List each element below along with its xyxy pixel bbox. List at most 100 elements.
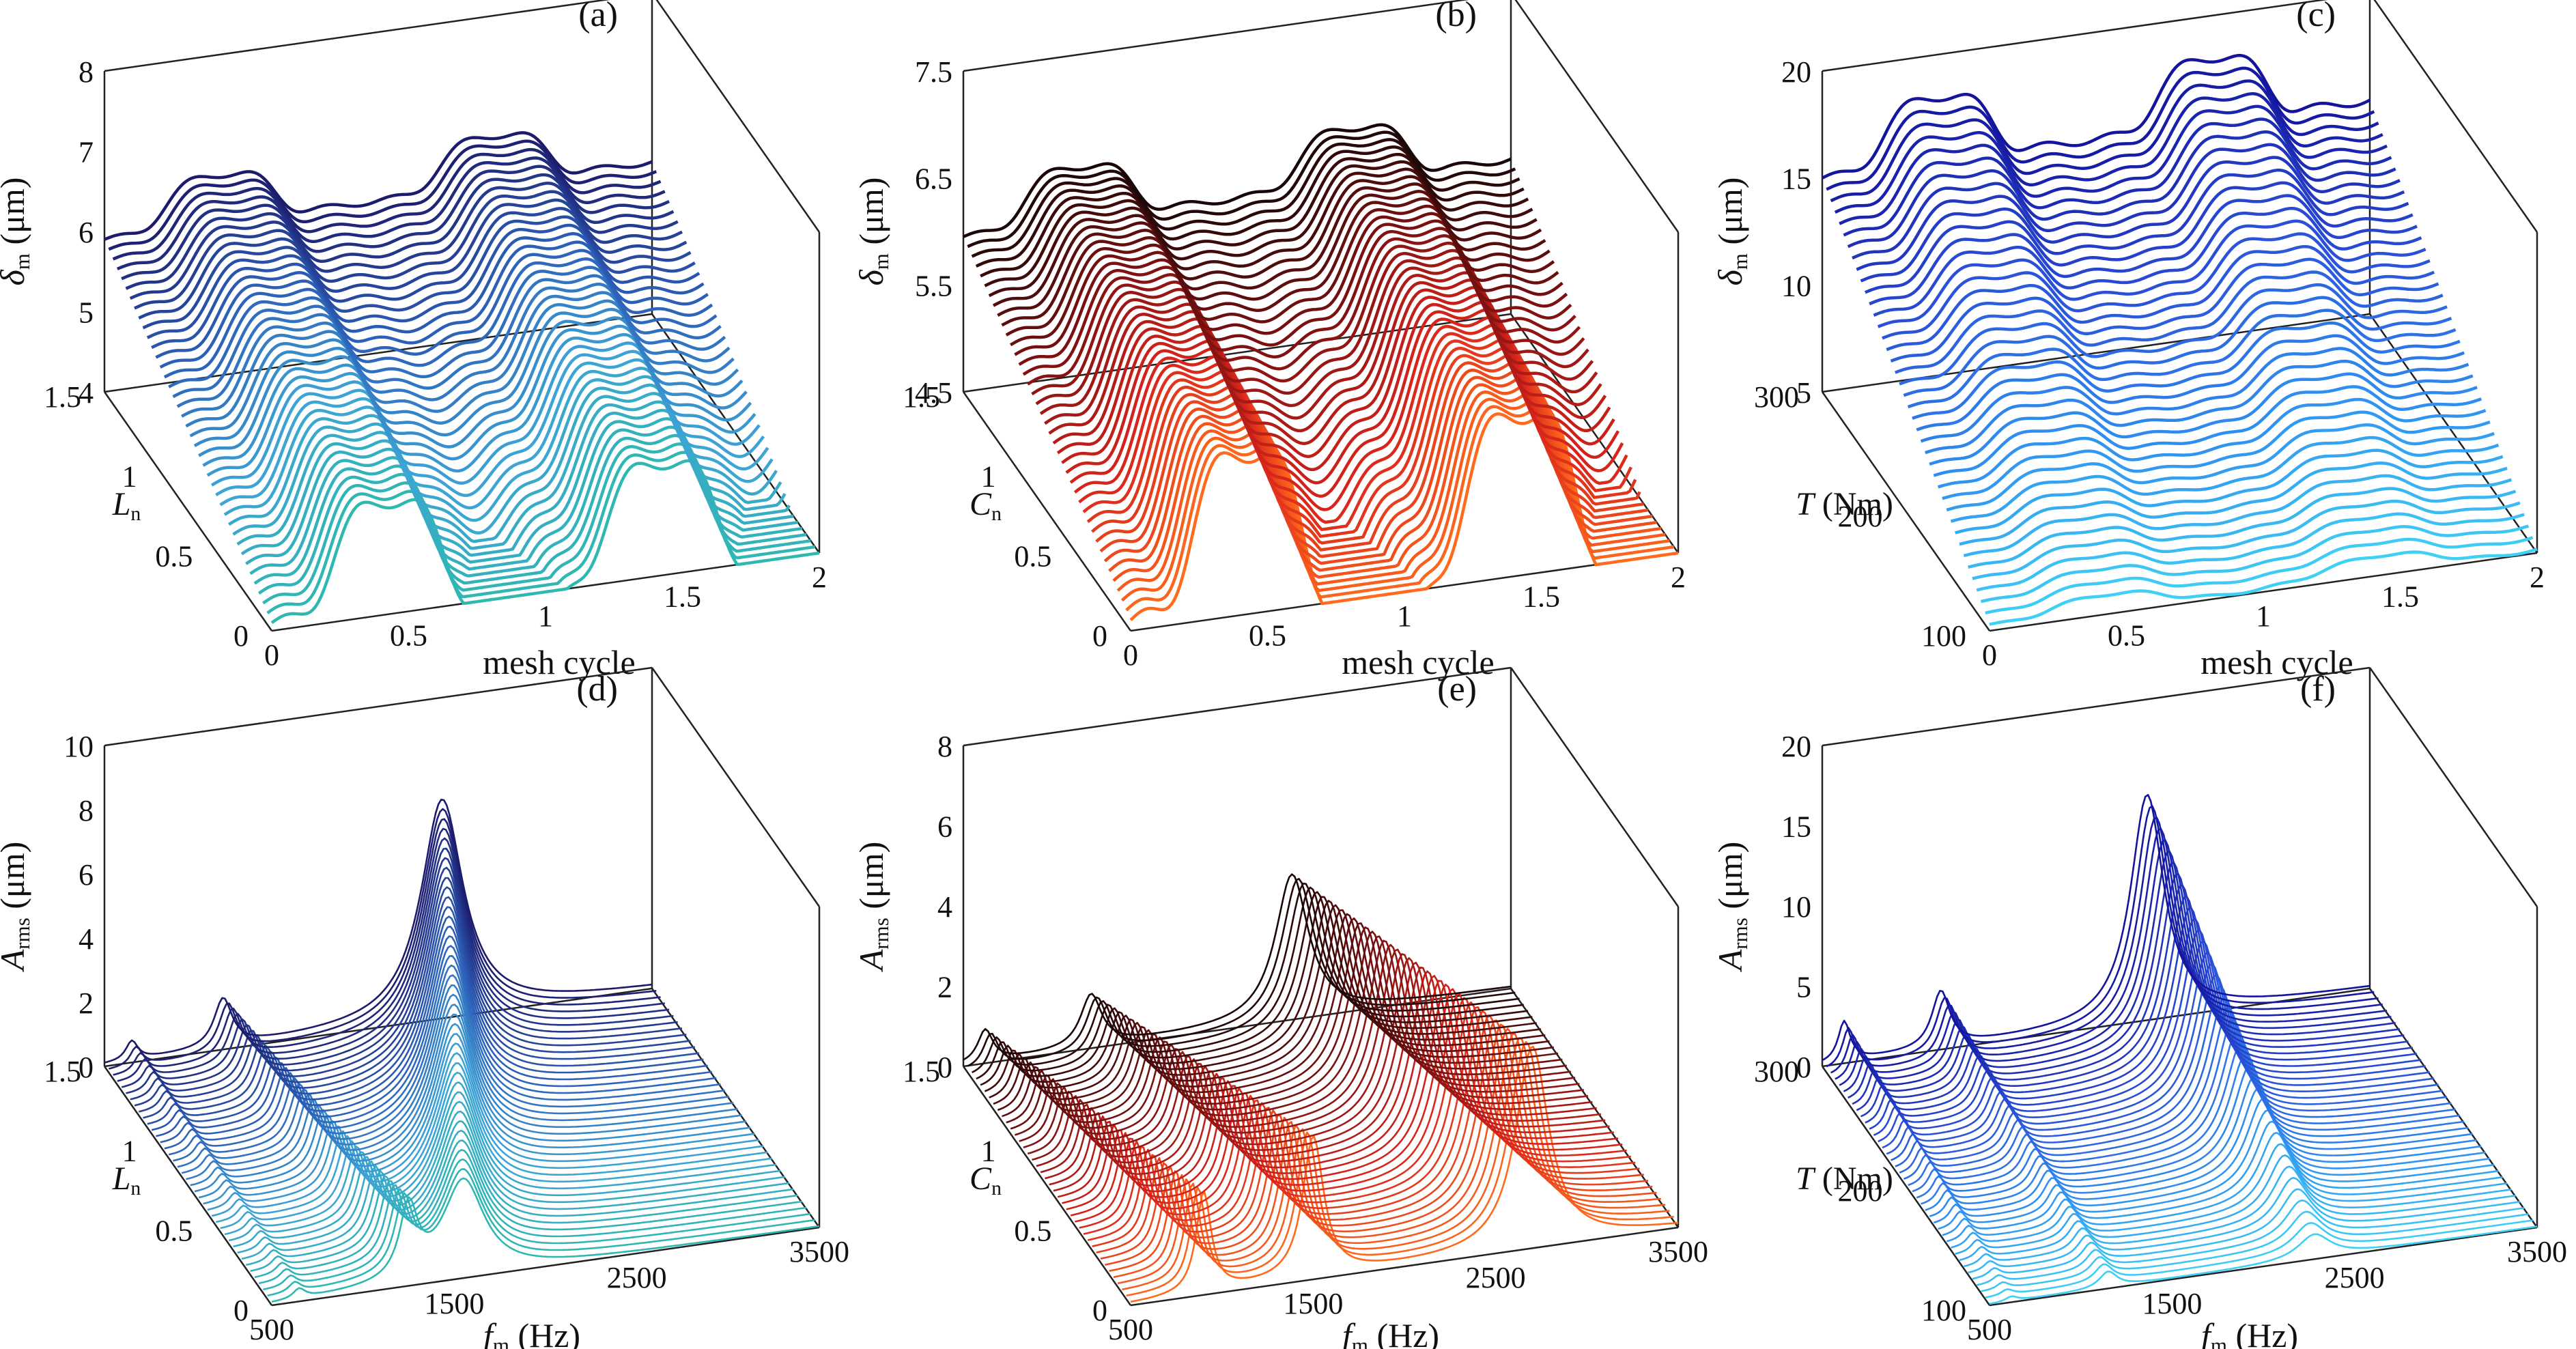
- series-line: [146, 215, 696, 339]
- series-line: [112, 147, 662, 261]
- series-line: [993, 904, 1542, 1105]
- series-line: [1968, 1176, 2516, 1274]
- series-line: [185, 291, 735, 428]
- y-axis-title: Ln: [112, 1161, 141, 1199]
- series-line: [126, 847, 674, 1094]
- series-line: [1908, 1019, 2456, 1187]
- panel-label: (d): [576, 670, 618, 709]
- series-line: [173, 954, 721, 1162]
- series-line: [1852, 872, 2401, 1105]
- z-tick-label: 5: [1796, 376, 1811, 410]
- series-line: [1929, 372, 2478, 466]
- x-tick-label: 1: [2256, 599, 2271, 633]
- z-tick-label: 4: [79, 376, 94, 410]
- axis-edge: [962, 391, 1132, 631]
- axes-box: [1821, 666, 2538, 1307]
- series-line: [1105, 1019, 1653, 1266]
- series-line: [220, 1062, 768, 1230]
- series-line: [177, 964, 725, 1168]
- x-tick-label: 0: [1982, 638, 1997, 672]
- series-line: [1899, 996, 2448, 1174]
- z-tick-label: 4: [79, 922, 94, 956]
- series-line: [1843, 850, 2392, 1092]
- series-line: [1830, 816, 2379, 1074]
- z-tick-label: 5: [1796, 971, 1811, 1004]
- axis-edge: [2368, 988, 2538, 1228]
- series-line: [198, 1013, 747, 1199]
- series-line: [980, 152, 1529, 278]
- series-line: [181, 282, 731, 418]
- series-line: [1026, 234, 1576, 386]
- series-line: [108, 808, 657, 1070]
- axis-edge: [2368, 313, 2538, 554]
- z-tick-label: 7.5: [915, 55, 952, 89]
- series-line: [1005, 197, 1555, 337]
- series-line: [1126, 1040, 1674, 1297]
- series-line: [215, 350, 765, 498]
- series-line: [172, 266, 722, 399]
- series-line: [116, 156, 666, 270]
- series-line: [1864, 181, 2414, 294]
- series-line: [1972, 1188, 2521, 1280]
- series-line: [967, 877, 1516, 1067]
- x-tick-label: 1500: [1283, 1287, 1343, 1320]
- y-tick-label: 0: [233, 1294, 249, 1327]
- series-line: [176, 274, 726, 408]
- z-tick-label: 10: [63, 730, 94, 763]
- series-line: [1916, 334, 2465, 431]
- series-line: [1821, 53, 2370, 180]
- z-tick-label: 5: [79, 296, 94, 330]
- series-line: [138, 877, 687, 1113]
- series-line: [1010, 922, 1559, 1130]
- series-line: [142, 207, 692, 330]
- series-line: [1980, 524, 2530, 604]
- axis-edge: [655, 0, 821, 233]
- axis-edge: [1822, 0, 2328, 72]
- y-tick-label: 100: [1921, 619, 1966, 653]
- z-tick-label: 6: [79, 858, 94, 892]
- x-tick-label: 500: [1108, 1313, 1153, 1346]
- series-line: [104, 799, 653, 1064]
- x-tick-label: 0: [1123, 638, 1138, 672]
- series-line: [1925, 1064, 2473, 1211]
- series-line: [147, 896, 695, 1125]
- series-line: [1895, 985, 2443, 1167]
- series-line: [1075, 988, 1623, 1223]
- series-line: [1985, 536, 2534, 615]
- series-line: [1040, 953, 1589, 1174]
- z-tick-label: 2: [937, 971, 952, 1004]
- series-line: [160, 925, 708, 1144]
- series-line: [1963, 474, 2512, 558]
- series-line: [216, 1052, 764, 1223]
- series-line: [1959, 462, 2508, 546]
- axis-edge: [1989, 552, 2538, 632]
- y-axis-title: Ln: [112, 486, 141, 525]
- x-tick-label: 2: [2530, 560, 2545, 594]
- series-line: [1049, 961, 1597, 1186]
- series-group: [104, 799, 820, 1303]
- axes-box: [962, 0, 1680, 632]
- series-line: [1869, 918, 2418, 1130]
- z-axis-title: δm (μm): [852, 178, 893, 286]
- z-axis-title: Arms (μm): [1711, 842, 1752, 973]
- series-line: [971, 882, 1520, 1074]
- series-group: [1821, 53, 2538, 626]
- series-line: [1860, 895, 2409, 1118]
- x-tick-label: 1500: [2142, 1287, 2202, 1320]
- series-line: [211, 1042, 760, 1217]
- z-tick-label: 8: [79, 55, 94, 89]
- x-tick-label: 2500: [607, 1261, 667, 1294]
- series-line: [1933, 385, 2482, 477]
- series-line: [202, 324, 752, 467]
- x-tick-label: 2500: [2325, 1261, 2385, 1294]
- series-line: [1942, 410, 2491, 500]
- z-tick-label: 6: [937, 810, 952, 844]
- z-axis-title: Arms (μm): [0, 842, 34, 973]
- series-line: [1985, 1219, 2533, 1298]
- z-axis-title: δm (μm): [1711, 178, 1752, 286]
- series-line: [1873, 929, 2422, 1136]
- z-tick-label: 8: [79, 794, 94, 827]
- series-line: [1865, 907, 2413, 1124]
